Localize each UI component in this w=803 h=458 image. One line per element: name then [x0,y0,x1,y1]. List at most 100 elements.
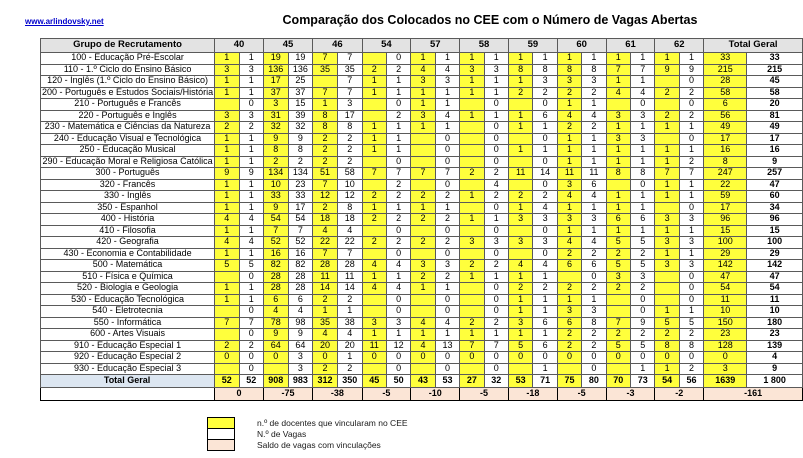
docentes-cell: 2 [507,282,534,295]
docentes-cell: 2 [556,339,583,352]
vagas-cell: 2 [678,109,705,122]
header-group-46: 46 [312,38,363,53]
total-docentes-cell: 22 [703,178,748,191]
vagas-cell: 1 [532,305,558,318]
docentes-cell: 3 [459,63,485,76]
docentes-cell: 1 [507,109,534,122]
table-row: 320 - Francês 1 1 10 23 7 10 2 0 4 0 3 6 0 1 1 22 47 [39,178,803,191]
vagas-cell: 7 [385,167,412,180]
vagas-cell: 0 [629,178,656,191]
vagas-cell: 0 [434,293,461,306]
docentes-cell: 5 [507,339,534,352]
docentes-cell: 4 [410,339,436,352]
docentes-cell: 82 [262,259,289,272]
table-row: 400 - História 4 4 54 54 18 18 2 2 2 2 1 1 3 3 3 3 6 6 3 3 96… [39,213,803,226]
site-link[interactable]: www.arlindovsky.net [25,17,104,26]
vagas-cell: 7 [483,339,509,352]
docentes-cell [361,305,387,318]
vagas-cell: 1 [434,98,461,111]
saldo-cell: -5 [361,387,412,401]
saldo-cell: -18 [507,387,558,401]
vagas-cell: 7 [287,224,314,237]
vagas-cell: 10 [336,178,363,191]
vagas-cell: 0 [678,98,705,111]
docentes-cell: 8 [262,144,289,157]
docentes-cell: 3 [361,316,387,329]
saldo-cell: -3 [605,387,656,401]
group-label: 500 - Matemática [39,259,216,272]
docentes-cell: 28 [312,259,338,272]
docentes-cell: 54 [262,213,289,226]
docentes-cell: 75 [556,374,583,388]
docentes-cell: 3 [459,236,485,249]
vagas-cell: 3 [629,132,656,145]
vagas-cell: 1 [678,247,705,260]
vagas-cell: 2 [336,144,363,157]
docentes-cell: 1 [556,98,583,111]
group-label: 920 - Educação Especial 2 [39,351,216,364]
group-label: 530 - Educação Tecnológica [39,293,216,306]
vagas-cell: 0 [385,155,412,168]
docentes-cell: 33 [262,190,289,203]
docentes-cell: 1 [605,75,632,88]
vagas-cell: 6 [581,259,607,272]
docentes-cell [214,362,240,375]
vagas-cell: 1 [385,132,412,145]
header-group-col: Grupo de Recrutamento [39,38,216,53]
group-label: 420 - Geografia [39,236,216,249]
vagas-cell: 15 [287,98,314,111]
docentes-cell: 2 [459,316,485,329]
vagas-cell: 0 [385,293,412,306]
docentes-cell [410,178,436,191]
legend: n.º de docentes que vincularam no CEE N.… [207,417,408,451]
docentes-cell: 1 [361,121,387,134]
vagas-cell: 0 [629,305,656,318]
vagas-cell: 8 [629,167,656,180]
docentes-cell: 9 [654,63,680,76]
header-group-58: 58 [459,38,509,53]
table-row: 210 - Português e Francês 0 3 15 1 3 0 1 1 0 0 1 1 0 0… [39,98,803,111]
docentes-cell: 4 [556,190,583,203]
docentes-cell: 1 [459,109,485,122]
vagas-cell: 54 [287,213,314,226]
docentes-cell: 1 [605,201,632,214]
vagas-cell: 0 [483,155,509,168]
docentes-cell: 3 [556,305,583,318]
docentes-cell: 1 [459,328,485,341]
docentes-cell: 1 [556,201,583,214]
vagas-cell: 1 [385,270,412,283]
vagas-cell: 3 [678,259,705,272]
docentes-cell: 1 [214,178,240,191]
vagas-cell: 2 [532,190,558,203]
docentes-cell: 2 [312,362,338,375]
docentes-cell: 37 [262,86,289,99]
docentes-cell: 2 [556,247,583,260]
total-vagas-cell: 81 [746,109,803,122]
docentes-cell: 7 [605,63,632,76]
vagas-cell: 0 [532,155,558,168]
vagas-cell: 0 [678,201,705,214]
vagas-cell: 0 [581,351,607,364]
total-vagas-cell: 58 [746,86,803,99]
docentes-cell: 3 [605,270,632,283]
docentes-cell: 11 [312,270,338,283]
vagas-cell: 1 [238,224,264,237]
docentes-cell: 6 [605,213,632,226]
vagas-cell: 8 [336,201,363,214]
docentes-cell: 10 [262,178,289,191]
vagas-cell: 3 [434,75,461,88]
docentes-cell: 1 [459,86,485,99]
vagas-cell: 8 [581,63,607,76]
vagas-cell: 1 [532,328,558,341]
total-docentes-cell: 1639 [703,374,748,388]
vagas-cell: 1 [385,121,412,134]
vagas-cell: 2 [629,247,656,260]
docentes-cell: 1 [654,247,680,260]
docentes-cell: 0 [410,351,436,364]
total-docentes-cell: 28 [703,75,748,88]
docentes-cell: 2 [312,144,338,157]
vagas-cell: 82 [287,259,314,272]
total-vagas-cell: 47 [746,178,803,191]
group-label: 330 - Inglês [39,190,216,203]
table-body: 100 - Educação Pré-Escolar 1 1 19 19 7 7 0 1 1 1 1 1… [39,52,803,401]
